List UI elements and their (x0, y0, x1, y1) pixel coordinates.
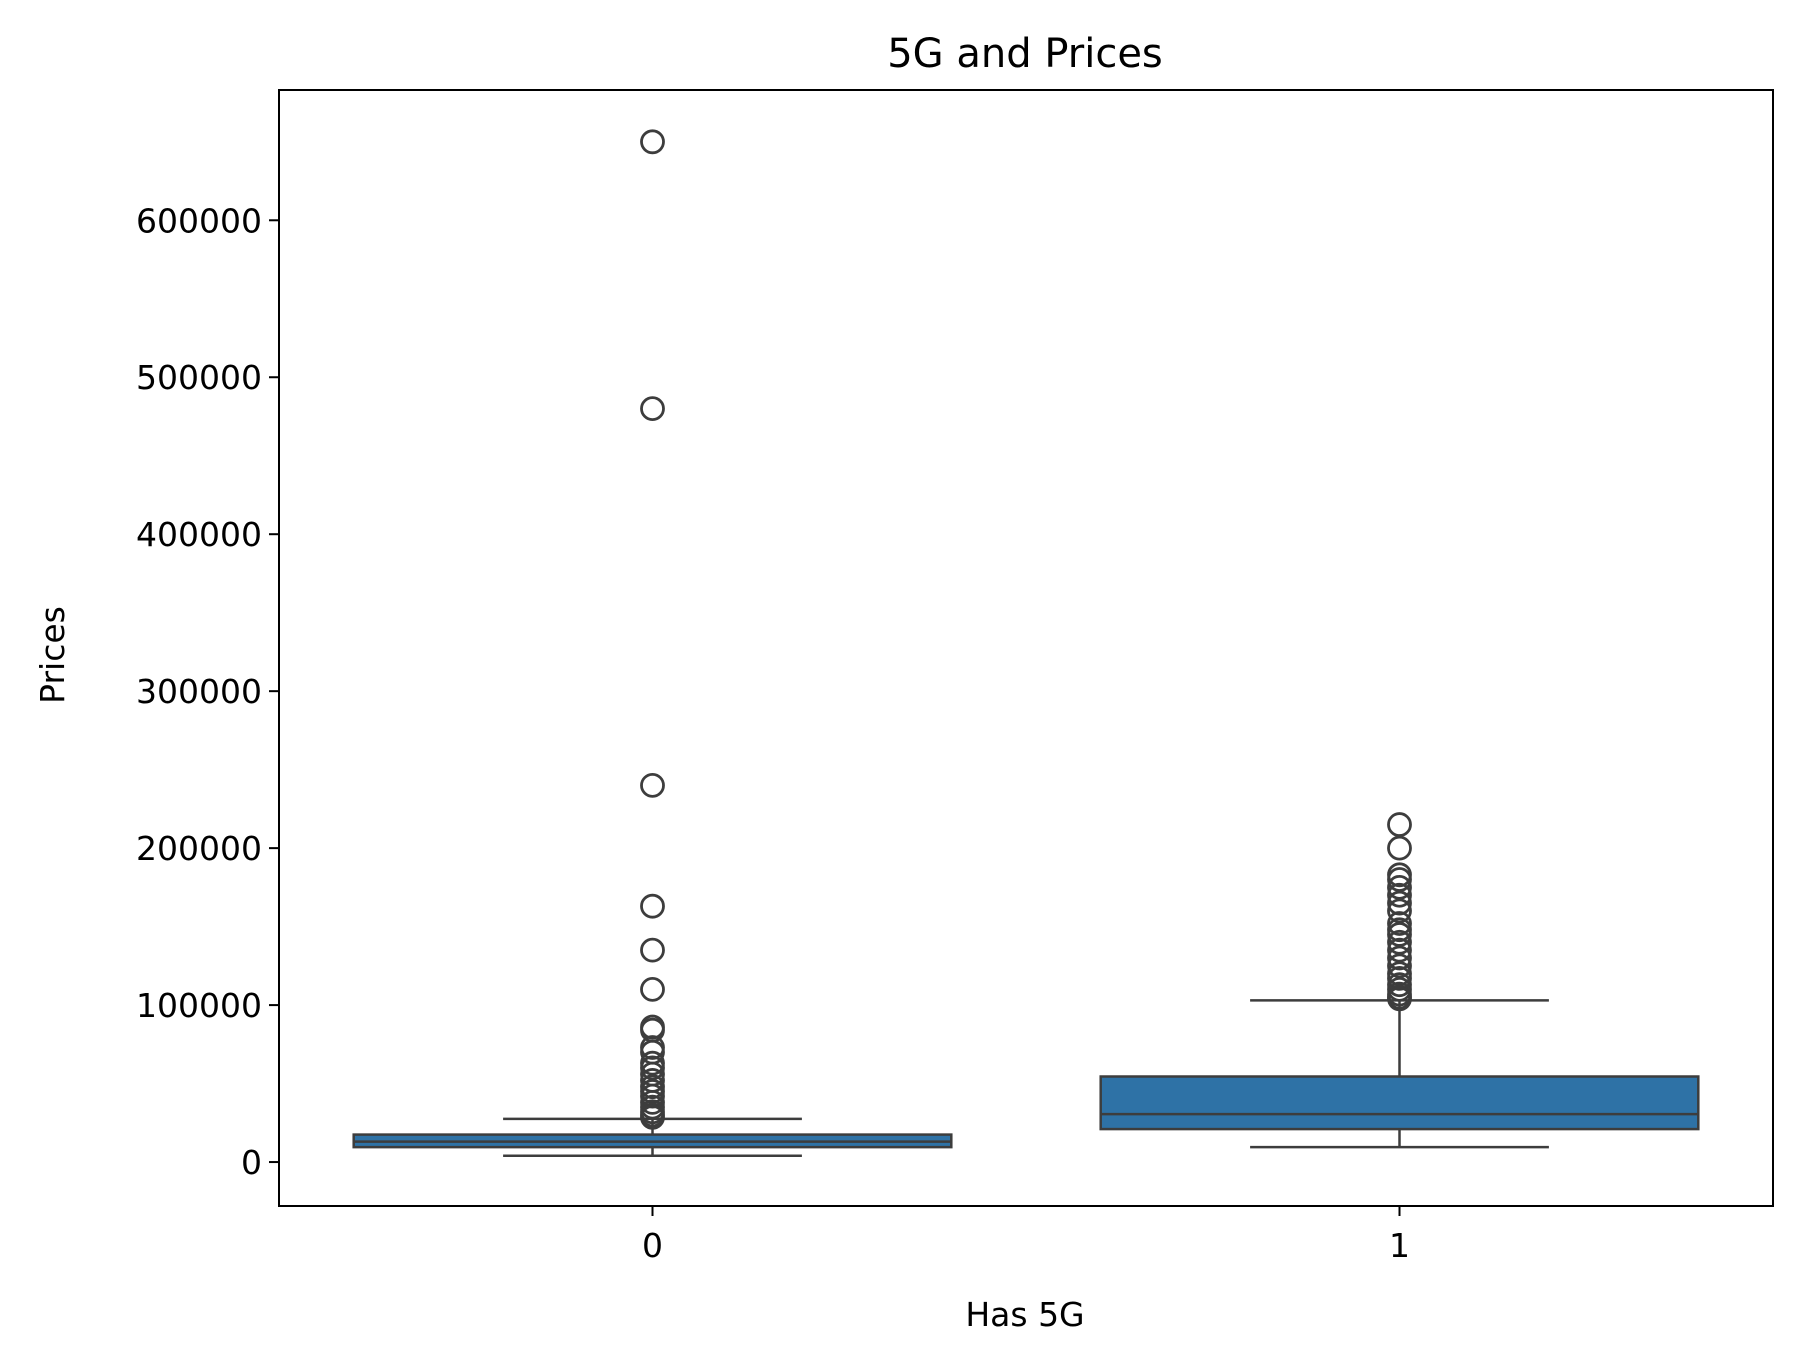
y-tick-label: 300000 (136, 672, 262, 711)
outlier-point (1387, 882, 1412, 908)
y-tick-label: 100000 (136, 986, 262, 1025)
outlier-point (1387, 945, 1412, 971)
outlier-point (640, 396, 665, 422)
outlier-point (1387, 874, 1412, 900)
outlier-point (640, 772, 665, 798)
outlier-point (1387, 867, 1412, 892)
y-tick-label: 600000 (136, 201, 262, 240)
x-axis-label: Has 5G (965, 1295, 1084, 1334)
x-tick-label: 1 (1389, 1226, 1410, 1265)
y-tick-label: 0 (241, 1143, 262, 1182)
outlier-point (1387, 929, 1412, 955)
outlier-point (1387, 835, 1412, 861)
y-tick-label: 400000 (136, 515, 262, 554)
outlier-point (1387, 812, 1412, 837)
outlier-point (640, 893, 665, 919)
box-group-1 (1099, 812, 1700, 1149)
axes: 0 100000 200000 300000 400000 500000 600000 0 1 (136, 201, 1410, 1265)
outlier-point (640, 976, 665, 1002)
outlier-point (640, 937, 665, 963)
chart-title: 5G and Prices (887, 31, 1163, 77)
y-tick-label: 500000 (136, 358, 262, 397)
y-axis-label: Prices (33, 606, 72, 704)
outlier-point (1387, 953, 1412, 979)
outlier-point (1387, 898, 1412, 924)
outlier-point (640, 1055, 665, 1081)
outlier-point (1387, 890, 1412, 916)
iqr-box (1099, 1075, 1700, 1131)
plot-area (352, 129, 1700, 1158)
y-tick-label: 200000 (136, 829, 262, 868)
outlier-point (640, 129, 665, 155)
outlier-point (1387, 966, 1412, 991)
plot-frame (278, 89, 1774, 1207)
outlier-point (1387, 937, 1412, 963)
box-group-0 (352, 129, 953, 1158)
outlier-point (1387, 922, 1412, 947)
outlier-point (1387, 911, 1412, 936)
outlier-point (640, 1104, 665, 1130)
outlier-point (1387, 986, 1412, 1012)
x-tick-label: 0 (642, 1226, 663, 1265)
